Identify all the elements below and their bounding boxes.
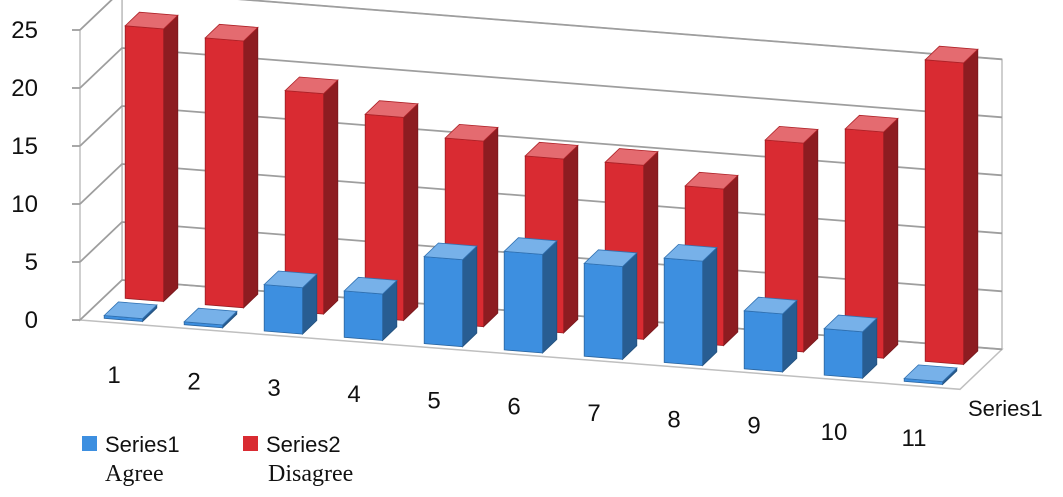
y-tick-label: 15 [11,133,38,160]
x-tick-label: 7 [587,400,600,427]
bar-series1-1 [103,301,158,323]
bar-series2-4 [364,100,419,322]
y-tick-labels: 0 5 10 15 20 25 [11,17,38,334]
legend: Series1 Agree Series2 Disagree [82,432,353,487]
bar-series1-10 [823,314,878,380]
bar-series2-11 [924,45,979,366]
legend-item-series1: Series1 Agree [82,432,180,487]
bar-series2-1 [124,11,179,303]
legend-item-series2: Series2 Disagree [243,432,353,487]
gridline [79,105,1003,177]
x-tick-label: 4 [347,381,360,408]
side-wall [79,0,123,322]
legend-caption-disagree: Disagree [268,461,353,487]
y-tick-label: 25 [11,17,38,44]
bar-series1-9 [743,296,798,373]
bars [103,11,979,386]
x-tick-label: 8 [667,406,680,433]
bar-series1-3 [263,270,318,336]
x-tick-label: 9 [747,413,760,440]
x-tick-label: 1 [107,362,120,389]
gridline [79,0,1003,61]
bar-series1-7 [583,249,638,361]
y-tick-label: 0 [25,307,38,334]
legend-label-series1: Series1 [105,432,180,457]
legend-swatch-series1 [82,436,97,451]
y-tick-label: 10 [11,191,38,218]
x-tick-label: 10 [821,419,848,446]
legend-caption-agree: Agree [105,461,164,487]
x-tick-labels: 1 2 3 4 5 6 7 8 9 10 11 [107,362,926,452]
bar-series2-2 [204,23,259,309]
legend-swatch-series2 [243,436,258,451]
x-tick-label: 5 [427,387,440,414]
y-tick-label: 5 [25,249,38,276]
x-tick-label: 6 [507,394,520,421]
gridline [79,47,1003,119]
depth-axis-label: Series1 [968,396,1043,421]
bar-series2-3 [284,76,339,316]
x-tick-label: 3 [267,375,280,402]
bar-series1-4 [343,276,398,342]
bar-series1-2 [183,307,238,329]
x-tick-label: 2 [187,368,200,395]
y-tick-label: 20 [11,75,38,102]
bar-series1-8 [663,244,718,367]
bar-series1-6 [503,237,558,354]
x-tick-label: 11 [902,425,927,452]
bar-series1-5 [423,242,478,348]
legend-label-series2: Series2 [266,432,341,457]
bar-series1-11 [903,364,958,386]
bar-series2-10 [844,114,899,360]
